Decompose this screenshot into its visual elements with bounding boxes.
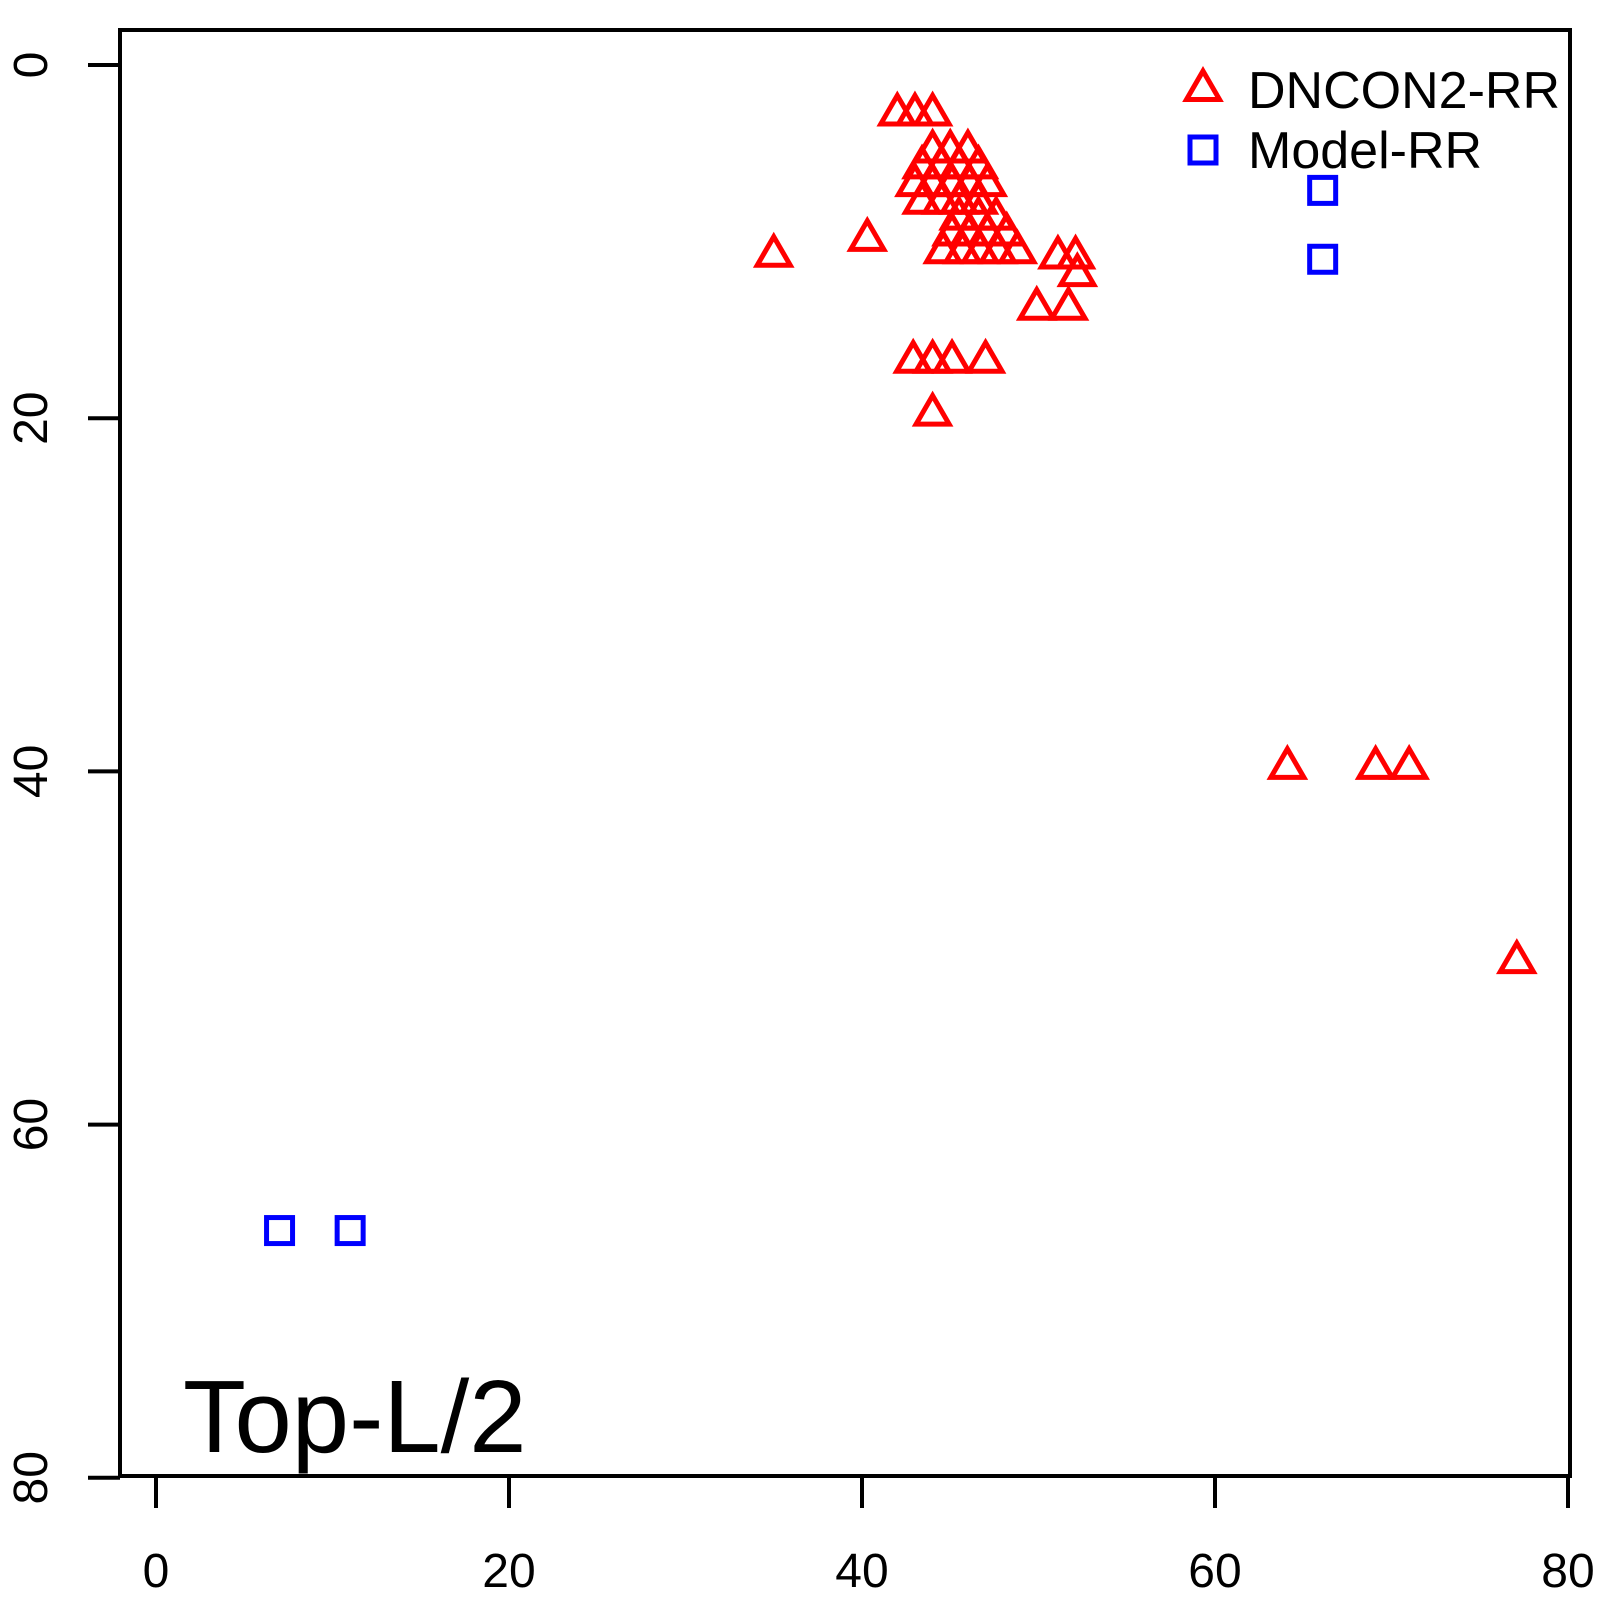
y-tick-label: 40 (5, 745, 58, 798)
data-point-triangle (1354, 743, 1397, 780)
data-point-triangle (1388, 743, 1430, 780)
data-point-triangle (752, 231, 795, 268)
data-point-square (334, 1215, 366, 1247)
legend-triangle-icon (1182, 66, 1224, 102)
data-point-triangle (911, 390, 954, 427)
y-tick-label: 80 (5, 1451, 58, 1504)
data-point-triangle (938, 178, 980, 215)
data-point-triangle (892, 337, 935, 374)
y-axis: 0 20 40 60 80 (5, 52, 120, 1504)
x-axis: 0 20 40 60 80 (143, 1476, 1595, 1598)
data-point-triangle (846, 215, 889, 252)
x-tick-label: 40 (835, 1545, 888, 1598)
data-point-square (1307, 243, 1339, 275)
data-point-triangle (977, 228, 1019, 265)
y-tick-label: 60 (5, 1098, 58, 1151)
data-point-triangle (1015, 284, 1058, 321)
data-point-triangle (911, 90, 954, 127)
data-point-triangle (931, 337, 973, 374)
data-point-square (1307, 174, 1339, 206)
plot-annotation: Top-L/2 (183, 1359, 527, 1474)
data-point-triangle (1054, 233, 1097, 270)
data-point-triangle (922, 228, 965, 265)
legend-label-dncon2-rr: DNCON2-RR (1248, 62, 1560, 120)
data-point-triangle (901, 178, 943, 215)
data-point-triangle (964, 337, 1007, 374)
y-tick-label: 20 (5, 392, 58, 445)
x-tick-label: 60 (1188, 1545, 1241, 1598)
legend-square-icon (1187, 134, 1219, 166)
data-point-triangle (1266, 743, 1309, 780)
y-tick-label: 0 (5, 52, 58, 79)
x-tick-label: 0 (143, 1545, 170, 1598)
data-point-triangle (1056, 251, 1099, 288)
plot-box (118, 28, 1572, 1478)
data-point-triangle (1047, 284, 1090, 321)
data-point-triangle (957, 178, 1000, 215)
x-tick-label: 80 (1541, 1545, 1594, 1598)
data-point-square (264, 1215, 296, 1247)
x-tick-label: 20 (482, 1545, 535, 1598)
legend-label-model-rr: Model-RR (1248, 122, 1482, 180)
data-point-triangle (911, 337, 954, 374)
data-point-triangle (996, 228, 1039, 265)
data-points (264, 90, 1538, 1247)
data-point-triangle (1495, 938, 1538, 975)
legend: DNCON2-RR Model-RR (1182, 62, 1560, 180)
